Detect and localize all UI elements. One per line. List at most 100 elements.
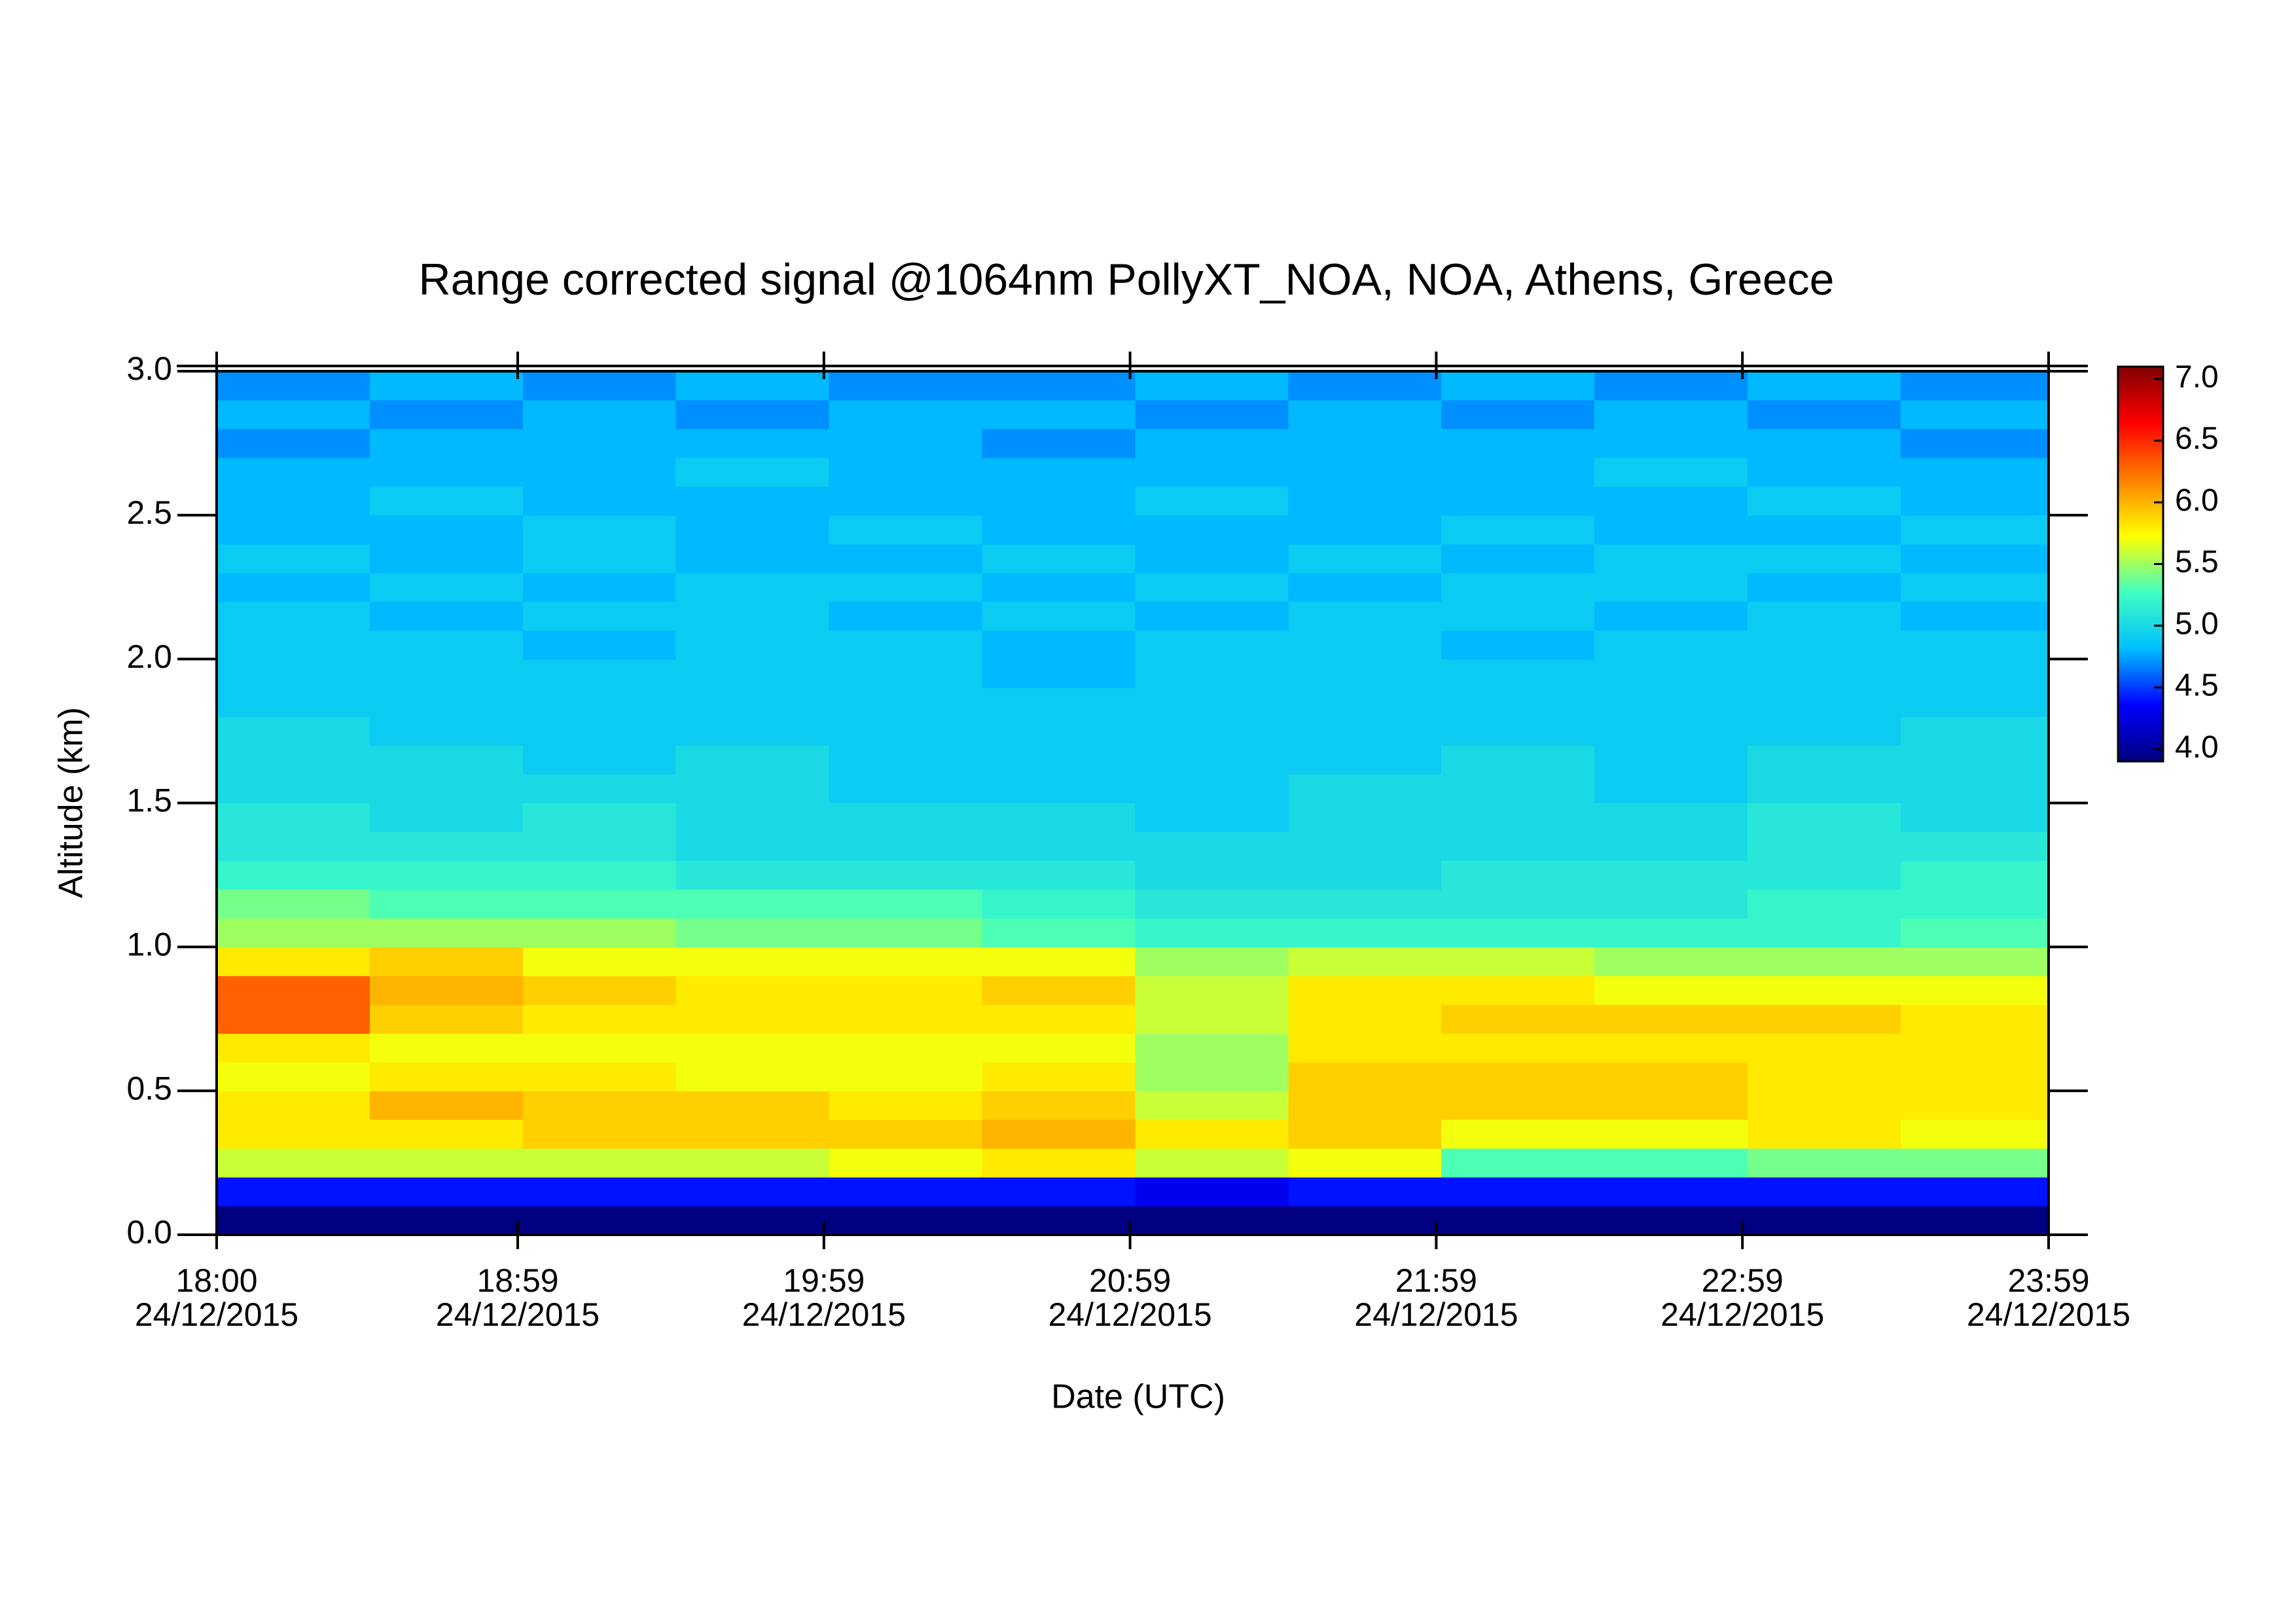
- heatmap-cell: [217, 803, 370, 833]
- heatmap-cell: [217, 457, 370, 487]
- heatmap-cell: [829, 515, 983, 545]
- heatmap-cell: [1594, 1033, 1748, 1063]
- heatmap-cell: [829, 543, 983, 574]
- heatmap-cell: [982, 1120, 1136, 1149]
- heatmap-cell: [217, 947, 370, 976]
- heatmap-cell: [1288, 831, 1442, 862]
- heatmap-cell: [675, 1062, 830, 1091]
- heatmap-cell: [522, 601, 677, 631]
- heatmap-cell: [829, 428, 983, 458]
- heatmap-cell: [1747, 831, 1901, 862]
- heatmap-cell: [217, 515, 370, 545]
- heatmap-cell: [1135, 803, 1289, 833]
- heatmap-cell: [369, 687, 524, 718]
- colorbar-tick-label: 6.5: [2175, 422, 2219, 456]
- heatmap-cell: [1747, 371, 1901, 401]
- heatmap-cell: [1900, 399, 2049, 429]
- heatmap-cell: [1747, 428, 1901, 458]
- heatmap-cell: [1288, 659, 1442, 689]
- heatmap-cell: [829, 918, 983, 947]
- y-tick-label: 0.5: [126, 1070, 172, 1106]
- heatmap-cell: [982, 1206, 1136, 1235]
- x-tick-label: 19:59 24/12/2015: [742, 1262, 906, 1333]
- heatmap-cell: [982, 774, 1136, 804]
- heatmap-cell: [1288, 1062, 1442, 1091]
- heatmap-cell: [1594, 716, 1748, 746]
- heatmap-cell: [1747, 803, 1901, 833]
- heatmap-cell: [369, 774, 524, 804]
- heatmap-cell: [1135, 543, 1289, 574]
- heatmap-cell: [1747, 1004, 1901, 1034]
- heatmap-cell: [522, 399, 677, 429]
- heatmap-cell: [675, 371, 830, 401]
- heatmap-cell: [1900, 486, 2049, 516]
- heatmap-cell: [1441, 371, 1595, 401]
- heatmap-cell: [1441, 399, 1595, 429]
- heatmap-cell: [1441, 976, 1595, 1005]
- heatmap-cell: [1900, 1120, 2049, 1149]
- heatmap-cell: [1747, 687, 1901, 718]
- heatmap-cell: [829, 630, 983, 660]
- heatmap-cell: [1594, 1004, 1748, 1034]
- heatmap-cell: [522, 1148, 677, 1178]
- heatmap-cell: [675, 1004, 830, 1034]
- heatmap: [217, 371, 2049, 1235]
- heatmap-cell: [1288, 860, 1442, 890]
- heatmap-cell: [675, 1120, 830, 1149]
- heatmap-cell: [829, 687, 983, 718]
- heatmap-cell: [982, 716, 1136, 746]
- heatmap-cell: [1288, 1120, 1442, 1149]
- heatmap-cell: [522, 1091, 677, 1120]
- heatmap-cell: [1135, 515, 1289, 545]
- heatmap-cell: [1900, 716, 2049, 746]
- heatmap-cell: [1288, 457, 1442, 487]
- heatmap-cell: [522, 918, 677, 947]
- x-tick-label: 20:59 24/12/2015: [1048, 1262, 1212, 1333]
- heatmap-cell: [829, 803, 983, 833]
- heatmap-cell: [1441, 831, 1595, 862]
- y-tick-label: 1.0: [126, 926, 172, 963]
- heatmap-cell: [217, 716, 370, 746]
- heatmap-cell: [369, 1120, 524, 1149]
- heatmap-cell: [1900, 947, 2049, 976]
- heatmap-cell: [1441, 1206, 1595, 1235]
- heatmap-cell: [369, 716, 524, 746]
- heatmap-cell: [1135, 1148, 1289, 1178]
- heatmap-cell: [982, 457, 1136, 487]
- colorbar-tick-label: 4.5: [2175, 668, 2219, 703]
- heatmap-cell: [1288, 889, 1442, 919]
- heatmap-cell: [1288, 803, 1442, 833]
- heatmap-cell: [1747, 918, 1901, 947]
- heatmap-cell: [369, 1062, 524, 1091]
- heatmap-cell: [1747, 1091, 1901, 1120]
- heatmap-cell: [829, 1004, 983, 1034]
- heatmap-cell: [217, 486, 370, 516]
- heatmap-cell: [1135, 774, 1289, 804]
- heatmap-cell: [1594, 774, 1748, 804]
- heatmap-cell: [1135, 630, 1289, 660]
- heatmap-cell: [1747, 399, 1901, 429]
- heatmap-cell: [1135, 486, 1289, 516]
- heatmap-cell: [1900, 659, 2049, 689]
- heatmap-cell: [1288, 1004, 1442, 1034]
- heatmap-cell: [1900, 601, 2049, 631]
- heatmap-cell: [1135, 947, 1289, 976]
- heatmap-cell: [1900, 1206, 2049, 1235]
- heatmap-cell: [1594, 1091, 1748, 1120]
- heatmap-cell: [522, 947, 677, 976]
- heatmap-cell: [1288, 1177, 1442, 1207]
- heatmap-cell: [1900, 889, 2049, 919]
- heatmap-cell: [1594, 803, 1748, 833]
- heatmap-cell: [369, 630, 524, 660]
- heatmap-cell: [829, 659, 983, 689]
- heatmap-cell: [829, 1091, 983, 1120]
- heatmap-cell: [829, 860, 983, 890]
- heatmap-cell: [369, 371, 524, 401]
- heatmap-cell: [675, 774, 830, 804]
- heatmap-cell: [1594, 486, 1748, 516]
- heatmap-cell: [1441, 601, 1595, 631]
- heatmap-cell: [1135, 976, 1289, 1005]
- heatmap-cell: [1135, 1004, 1289, 1034]
- heatmap-cell: [1441, 1120, 1595, 1149]
- heatmap-cell: [829, 399, 983, 429]
